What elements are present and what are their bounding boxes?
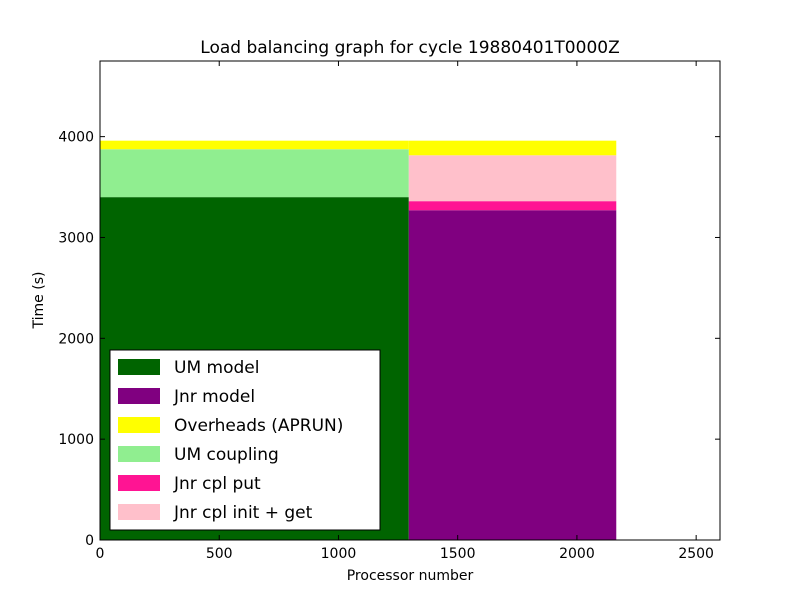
legend-label-jnr-model: Jnr model — [173, 387, 255, 407]
y-axis-label: Time (s) — [31, 272, 47, 330]
legend-label-jnr-cpl-put: Jnr cpl put — [173, 474, 261, 494]
y-tick-label: 4000 — [58, 130, 94, 146]
x-axis-label: Processor number — [347, 568, 474, 584]
legend-swatch-jnr-model — [118, 388, 160, 404]
x-tick-label: 1500 — [440, 546, 476, 562]
legend-label-jnr-cpl-init-get: Jnr cpl init + get — [173, 503, 313, 523]
y-tick-label: 0 — [85, 533, 94, 549]
x-tick-label: 500 — [206, 546, 233, 562]
x-tick-label: 2000 — [559, 546, 595, 562]
ticks-layer: 0 500 1000 1500 2000 2500 0 1000 2000 3000 4000 — [58, 61, 720, 562]
bar-1-segment-jnr-cpl-put — [408, 201, 617, 211]
legend-label-overheads-aprun: Overheads (APRUN) — [174, 416, 343, 436]
legend-swatch-overheads-aprun — [118, 417, 160, 433]
x-tick-label: 1000 — [321, 546, 357, 562]
legend-swatch-jnr-cpl-init-get — [118, 504, 160, 520]
bar-1-segment-jnr-cpl-init-get — [408, 155, 617, 202]
legend-swatch-jnr-cpl-put — [118, 475, 160, 491]
bar-0-segment-overheads-aprun — [100, 140, 409, 150]
legend: UM model Jnr model Overheads (APRUN) UM cou… — [109, 349, 381, 531]
y-tick-label: 1000 — [58, 432, 94, 448]
plot-frame — [99, 60, 721, 541]
x-tick-label: 2500 — [678, 546, 714, 562]
x-tick-label: 0 — [96, 546, 105, 562]
bar-0-segment-um-coupling — [100, 149, 409, 198]
legend-label-um-coupling: UM coupling — [174, 445, 279, 465]
legend-box — [109, 349, 381, 531]
legend-swatch-um-model — [118, 359, 160, 375]
y-tick-label: 2000 — [58, 331, 94, 347]
y-tick-label: 3000 — [58, 230, 94, 246]
chart-title: Load balancing graph for cycle 19880401T… — [200, 38, 619, 58]
bar-1-segment-overheads-aprun — [408, 140, 617, 156]
legend-label-um-model: UM model — [174, 358, 259, 378]
bar-1-segment-jnr-model — [408, 210, 617, 540]
legend-swatch-um-coupling — [118, 446, 160, 462]
